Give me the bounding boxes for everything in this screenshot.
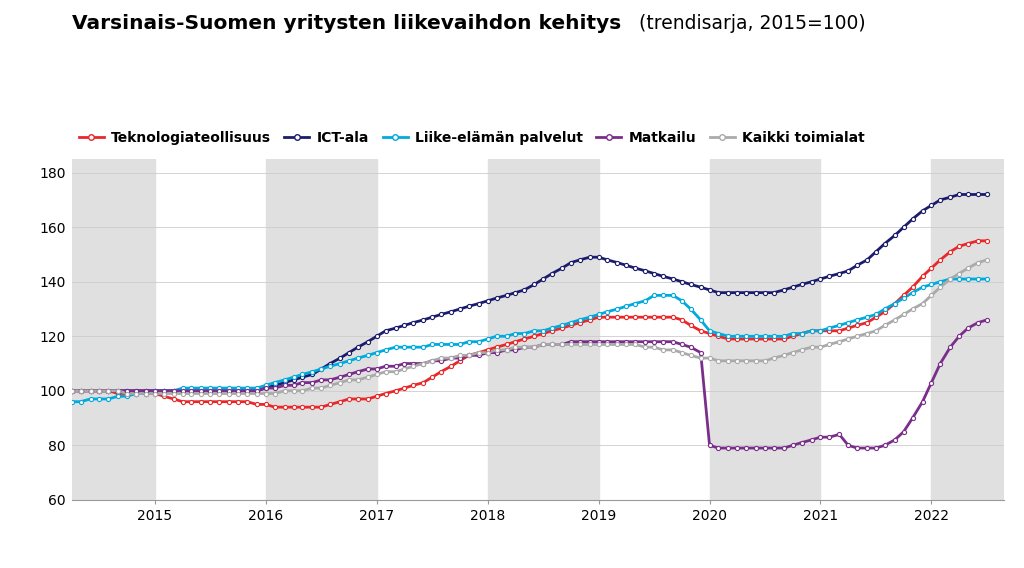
Bar (72, 159, 155, 500)
Bar (266, 159, 377, 500)
Text: (trendisarja, 2015=100): (trendisarja, 2015=100) (633, 14, 865, 33)
Bar (487, 159, 599, 500)
Legend: Teknologiateollisuus, ICT-ala, Liike-elämän palvelut, Matkailu, Kaikki toimialat: Teknologiateollisuus, ICT-ala, Liike-elä… (79, 131, 864, 145)
Bar (932, 159, 1004, 500)
Bar (710, 159, 820, 500)
Text: Varsinais-Suomen yritysten liikevaihdon kehitys: Varsinais-Suomen yritysten liikevaihdon … (72, 14, 621, 33)
